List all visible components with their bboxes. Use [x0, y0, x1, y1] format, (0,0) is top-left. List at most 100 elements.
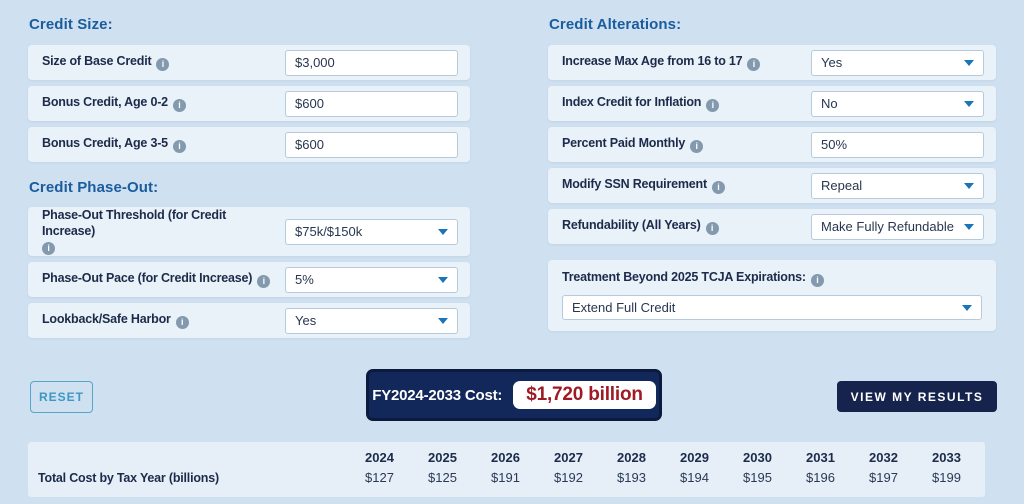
increase-max-age-select[interactable]: Yes: [811, 49, 984, 76]
info-icon[interactable]: i: [175, 316, 189, 329]
left-column: Credit Size: Size of Base Credit i Bonus …: [28, 12, 470, 344]
field-label-text: Increase Max Age from 16 to 17: [562, 54, 743, 68]
year-cost-value: $195: [743, 470, 772, 485]
cost-summary-box: FY2024-2033 Cost: $1,720 billion: [366, 369, 662, 421]
chevron-down-icon: [438, 317, 448, 324]
percent-paid-monthly-input[interactable]: [811, 131, 984, 158]
row-modify-ssn-requirement: Modify SSN Requirement i Repeal: [548, 168, 996, 203]
year-cost-value: $194: [680, 470, 709, 485]
treatment-label: Treatment Beyond 2025 TCJA Expirations: i: [562, 270, 982, 287]
info-icon[interactable]: i: [690, 140, 704, 153]
treatment-label-text: Treatment Beyond 2025 TCJA Expirations:: [562, 270, 806, 284]
field-label-text: Modify SSN Requirement: [562, 177, 707, 191]
info-icon[interactable]: i: [42, 242, 55, 256]
chevron-down-icon: [964, 182, 974, 189]
selected-value: Extend Full Credit: [572, 300, 676, 315]
selected-value: Yes: [295, 313, 317, 328]
base-credit-input[interactable]: [285, 49, 458, 76]
field-label: Index Credit for Inflation i: [562, 95, 811, 112]
year-header: 2031: [806, 450, 835, 465]
phase-out-pace-select[interactable]: 5%: [285, 266, 458, 293]
field-label-text: Refundability (All Years): [562, 218, 701, 232]
phase-out-threshold-select[interactable]: $75k/$150k: [285, 218, 458, 245]
info-icon[interactable]: i: [156, 58, 170, 71]
field-label: Modify SSN Requirement i: [562, 177, 811, 194]
year-header: 2029: [680, 450, 709, 465]
selected-value: 5%: [295, 272, 314, 287]
field-label-text: Phase-Out Pace (for Credit Increase): [42, 271, 253, 285]
treatment-beyond-2025-select[interactable]: Extend Full Credit: [562, 295, 982, 320]
field-label: Bonus Credit, Age 0-2 i: [42, 95, 285, 112]
row-phase-out-threshold: Phase-Out Threshold (for Credit Increase…: [28, 207, 470, 256]
refundability-select[interactable]: Make Fully Refundable: [811, 213, 984, 240]
cost-summary-label: FY2024-2033 Cost:: [372, 386, 503, 404]
field-label-text: Bonus Credit, Age 0-2: [42, 95, 168, 109]
modify-ssn-select[interactable]: Repeal: [811, 172, 984, 199]
row-size-of-base-credit: Size of Base Credit i: [28, 45, 470, 80]
credit-phase-out-heading: Credit Phase-Out:: [29, 179, 159, 196]
info-icon[interactable]: i: [705, 222, 719, 235]
credit-alterations-heading: Credit Alterations:: [549, 16, 682, 33]
info-icon[interactable]: i: [706, 99, 720, 112]
row-phase-out-pace: Phase-Out Pace (for Credit Increase) i 5%: [28, 262, 470, 297]
selected-value: No: [821, 96, 838, 111]
year-header: 2024: [365, 450, 394, 465]
selected-value: $75k/$150k: [295, 224, 363, 239]
treatment-beyond-2025-card: Treatment Beyond 2025 TCJA Expirations: i…: [548, 260, 996, 331]
year-cost-value: $125: [428, 470, 457, 485]
field-label: Refundability (All Years) i: [562, 218, 811, 235]
reset-button[interactable]: RESET: [30, 381, 93, 413]
year-cost-value: $127: [365, 470, 394, 485]
view-results-button[interactable]: VIEW MY RESULTS: [837, 381, 997, 412]
chevron-down-icon: [962, 304, 972, 311]
index-for-inflation-select[interactable]: No: [811, 90, 984, 117]
bonus-credit-3-5-input[interactable]: [285, 131, 458, 158]
row-lookback-safe-harbor: Lookback/Safe Harbor i Yes: [28, 303, 470, 338]
field-label-text: Phase-Out Threshold (for Credit Increase…: [42, 207, 227, 238]
year-cost-value: $196: [806, 470, 835, 485]
field-label: Size of Base Credit i: [42, 54, 285, 71]
info-icon[interactable]: i: [711, 181, 725, 194]
year-cost-value: $199: [932, 470, 961, 485]
info-icon[interactable]: i: [172, 99, 186, 112]
table-row-label: Total Cost by Tax Year (billions): [38, 470, 219, 485]
year-cost-value: $193: [617, 470, 646, 485]
row-refundability: Refundability (All Years) i Make Fully Re…: [548, 209, 996, 244]
field-label: Phase-Out Pace (for Credit Increase) i: [42, 271, 285, 288]
year-header: 2033: [932, 450, 961, 465]
field-label-text: Percent Paid Monthly: [562, 136, 686, 150]
chevron-down-icon: [438, 228, 448, 235]
selected-value: Repeal: [821, 178, 863, 193]
row-percent-paid-monthly: Percent Paid Monthly i: [548, 127, 996, 162]
chevron-down-icon: [964, 100, 974, 107]
year-cost-value: $197: [869, 470, 898, 485]
year-header: 2026: [491, 450, 520, 465]
selected-value: Make Fully Refundable: [821, 219, 954, 234]
lookback-safe-harbor-select[interactable]: Yes: [285, 307, 458, 334]
info-icon[interactable]: i: [747, 58, 761, 71]
field-label-text: Index Credit for Inflation: [562, 95, 702, 109]
year-cost-value: $192: [554, 470, 583, 485]
year-header: 2025: [428, 450, 457, 465]
field-label-text: Lookback/Safe Harbor: [42, 312, 171, 326]
info-icon[interactable]: i: [172, 140, 186, 153]
year-header: 2030: [743, 450, 772, 465]
table-header-row: 2024 2025 2026 2027 2028 2029 2030 2031 …: [38, 450, 985, 465]
info-icon[interactable]: i: [810, 274, 824, 287]
chevron-down-icon: [964, 223, 974, 230]
year-cost-value: $191: [491, 470, 520, 485]
field-label-text: Size of Base Credit: [42, 54, 152, 68]
field-label: Increase Max Age from 16 to 17 i: [562, 54, 811, 71]
year-header: 2028: [617, 450, 646, 465]
year-header: 2027: [554, 450, 583, 465]
field-label: Lookback/Safe Harbor i: [42, 312, 285, 329]
info-icon[interactable]: i: [257, 275, 271, 288]
row-bonus-credit-3-5: Bonus Credit, Age 3-5 i: [28, 127, 470, 162]
right-column: Credit Alterations: Increase Max Age fro…: [548, 12, 996, 331]
row-index-for-inflation: Index Credit for Inflation i No: [548, 86, 996, 121]
credit-size-heading: Credit Size:: [29, 16, 113, 33]
cost-summary-value: $1,720 billion: [513, 381, 656, 409]
chevron-down-icon: [438, 276, 448, 283]
bonus-credit-0-2-input[interactable]: [285, 90, 458, 117]
field-label: Phase-Out Threshold (for Credit Increase…: [42, 207, 285, 256]
